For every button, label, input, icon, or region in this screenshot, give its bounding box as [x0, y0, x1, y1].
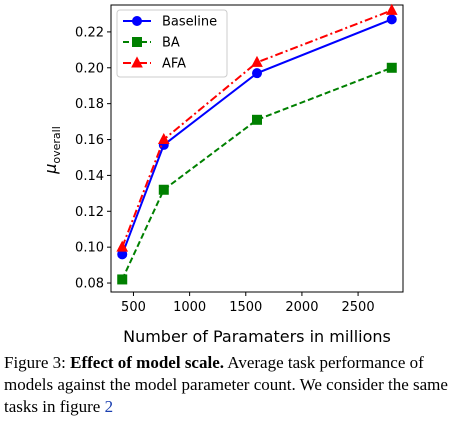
series-line-afa: [121, 9, 393, 248]
y-tick-label: 0.12: [75, 205, 104, 220]
y-tick-label: 0.08: [75, 277, 104, 292]
legend-box: [116, 9, 228, 78]
figure-caption: Figure 3: Effect of model scale. Average…: [4, 352, 462, 418]
y-axis-label: μoverall: [41, 126, 63, 175]
data-point-ba: [158, 184, 169, 195]
x-tick-label: 1500: [229, 300, 262, 315]
x-axis: 500 1000 1500 2000 2500: [121, 292, 375, 315]
series-baseline: [117, 14, 397, 260]
x-tick-label: 2000: [285, 300, 318, 315]
x-axis-label: Number of Paramaters in millions: [123, 327, 391, 346]
caption-label: Figure 3:: [4, 353, 71, 372]
series-line-ba: [121, 66, 393, 280]
x-tick-label: 2500: [342, 300, 375, 315]
data-point-afa: [251, 55, 263, 67]
series-line-baseline: [121, 18, 393, 255]
plot-frame: [110, 4, 404, 293]
x-tick-label: 500: [121, 300, 146, 315]
y-tick-label: 0.20: [75, 61, 104, 76]
legend-marker-afa: [131, 56, 143, 68]
series-afa: [116, 3, 398, 252]
data-point-ba: [386, 62, 397, 73]
y-tick-label: 0.18: [75, 97, 104, 112]
y-axis-label-symbol: μ: [41, 164, 60, 175]
data-point-afa: [385, 3, 398, 15]
legend-label-baseline: Baseline: [162, 15, 217, 30]
legend-label-afa: AFA: [162, 57, 186, 72]
caption-title: Effect of model scale.: [70, 353, 224, 372]
data-point-ba: [252, 114, 262, 125]
data-point-afa: [116, 240, 129, 252]
x-tick-label: 1000: [173, 300, 206, 315]
y-tick-label: 0.10: [75, 241, 104, 256]
caption-text: Average task performance of models again…: [4, 353, 448, 416]
data-point-ba: [117, 274, 128, 285]
line-chart: 500 1000 1500 2000 2500 0.08 0.10 0.12 0.14 0.16…: [41, 3, 404, 346]
y-tick-label: 0.22: [75, 25, 104, 40]
series-ba: [117, 62, 397, 285]
data-point-afa: [157, 132, 170, 145]
series-layer: [116, 3, 398, 285]
legend-label-ba: BA: [162, 36, 180, 51]
figure-reference-link[interactable]: 2: [104, 397, 114, 416]
legend: Baseline BA AFA: [116, 9, 228, 78]
data-point-baseline: [252, 68, 262, 79]
y-tick-label: 0.16: [75, 133, 104, 148]
data-point-baseline: [386, 14, 397, 25]
y-tick-label: 0.14: [75, 169, 104, 184]
legend-marker-ba: [132, 37, 142, 47]
legend-marker-baseline: [132, 16, 142, 26]
y-axis: 0.08 0.10 0.12 0.14 0.16 0.18 0.20 0.22: [75, 25, 111, 292]
y-axis-label-subscript: overall: [50, 126, 63, 163]
